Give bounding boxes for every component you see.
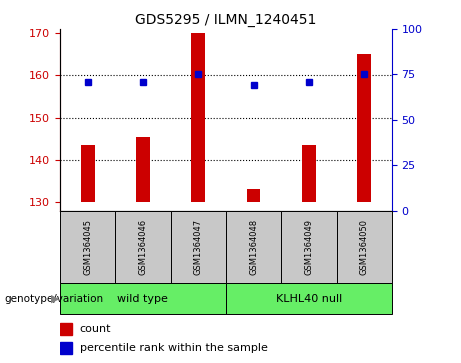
Text: GSM1364047: GSM1364047 [194,219,203,275]
Bar [281,211,337,283]
Bar [191,33,205,202]
Bar [136,137,150,202]
Text: GSM1364050: GSM1364050 [360,219,369,275]
Bar [81,145,95,202]
Text: GSM1364046: GSM1364046 [138,219,148,275]
Bar [60,323,71,335]
Bar [115,211,171,283]
Bar [60,342,71,354]
Text: count: count [80,324,112,334]
Text: ▶: ▶ [52,294,60,303]
Text: genotype/variation: genotype/variation [5,294,104,303]
Bar [60,211,115,283]
Bar [226,283,392,314]
Bar [247,189,260,202]
Bar [60,283,226,314]
Text: KLHL40 null: KLHL40 null [276,294,342,303]
Text: GSM1364049: GSM1364049 [304,219,313,275]
Bar [337,211,392,283]
Text: GSM1364048: GSM1364048 [249,219,258,275]
Bar [302,145,316,202]
Title: GDS5295 / ILMN_1240451: GDS5295 / ILMN_1240451 [135,13,317,26]
Text: percentile rank within the sample: percentile rank within the sample [80,343,268,353]
Bar [226,211,281,283]
Bar [357,54,371,202]
Text: wild type: wild type [118,294,168,303]
Text: GSM1364045: GSM1364045 [83,219,92,275]
Bar [171,211,226,283]
